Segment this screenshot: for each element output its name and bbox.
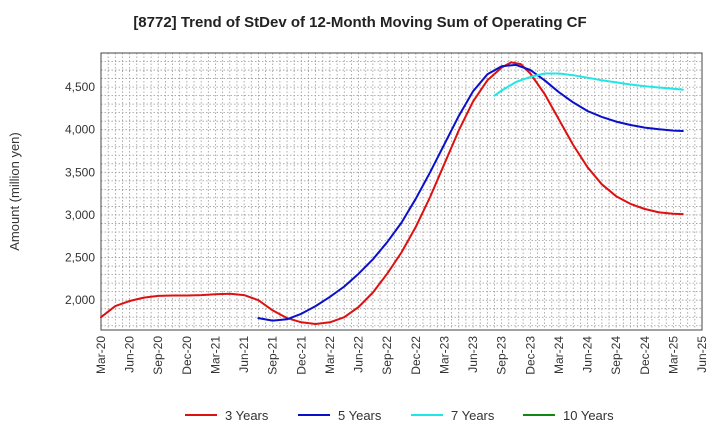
x-tick-label: Jun-20 [123, 336, 137, 373]
legend-label: 7 Years [451, 408, 495, 423]
y-tick-label: 3,500 [65, 165, 95, 179]
x-tick-label: Jun-24 [581, 336, 595, 373]
series-line-7-years [493, 72, 684, 97]
x-tick-label: Sep-22 [380, 336, 394, 375]
x-tick-label: Mar-20 [94, 336, 108, 374]
x-tick-label: Dec-22 [409, 336, 423, 375]
legend-label: 3 Years [225, 408, 269, 423]
x-tick-label: Mar-24 [552, 336, 566, 374]
y-tick-label: 3,000 [65, 208, 95, 222]
chart-title: [8772] Trend of StDev of 12-Month Moving… [133, 14, 587, 31]
x-tick-label: Mar-22 [323, 336, 337, 374]
y-tick-label: 4,000 [65, 123, 95, 137]
legend-label: 10 Years [563, 408, 614, 423]
y-axis-title: Amount (million yen) [7, 132, 22, 251]
x-tick-label: Dec-24 [638, 336, 652, 375]
x-tick-label: Jun-25 [695, 336, 709, 373]
plot-border [100, 52, 703, 331]
y-tick-label: 2,000 [65, 293, 95, 307]
x-tick-label: Jun-22 [352, 336, 366, 373]
x-tick-label: Sep-21 [266, 336, 280, 375]
x-tick-label: Mar-23 [437, 336, 451, 374]
x-tick-label: Jun-23 [466, 336, 480, 373]
x-tick-label: Sep-24 [609, 336, 623, 375]
x-tick-label: Dec-21 [294, 336, 308, 375]
x-tick-label: Dec-23 [523, 336, 537, 375]
series-line-5-years [257, 63, 684, 322]
y-tick-label: 2,500 [65, 251, 95, 265]
x-tick-label: Sep-23 [495, 336, 509, 375]
x-tick-label: Jun-21 [237, 336, 251, 373]
x-tick-label: Dec-20 [180, 336, 194, 375]
x-tick-label: Mar-21 [208, 336, 222, 374]
y-tick-label: 4,500 [65, 80, 95, 94]
legend-label: 5 Years [338, 408, 382, 423]
series-line-3-years [100, 61, 684, 325]
x-tick-label: Mar-25 [666, 336, 680, 374]
x-tick-label: Sep-20 [151, 336, 165, 375]
